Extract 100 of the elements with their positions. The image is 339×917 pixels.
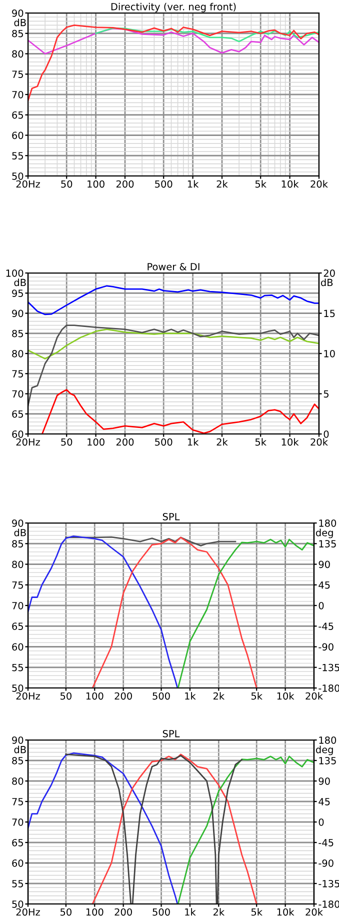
x-tick-label: 50 [61,438,72,446]
y-tick-label: 90 [12,736,24,744]
y-tick-label: 70 [12,90,24,98]
y-tick-label: 70 [12,818,24,826]
y-tick-label: 85 [12,330,23,338]
y-tick-label: 80 [12,777,24,785]
x-tick-label: 200 [114,692,132,700]
y-tick-label: 85 [12,756,23,764]
x-tick-label: 200 [116,180,134,188]
x-tick-label: 50 [61,180,72,188]
y2-tick-label: 0 [318,602,324,610]
x-tick-label: 10k [282,438,299,446]
x-tick-label: 20Hz [16,438,40,446]
y-tick-label: 70 [12,602,24,610]
y-tick-label: 65 [12,111,23,119]
y-tick-label: 85 [12,540,23,548]
chart-title: Directivity (ver. neg front) [111,2,236,12]
x-tick-label: 100 [86,692,104,700]
y2-tick-label: 180 [319,736,336,744]
x-tick-label: 20Hz [16,692,40,700]
y-tick-label: 50 [12,684,24,692]
x-tick-label: 500 [152,908,170,916]
y-tick-label: 60 [12,643,24,651]
y2-tick-label: -45 [318,622,334,630]
y-tick-label: 60 [12,430,24,438]
y2-tick-label: 90 [318,560,330,568]
y-tick-label: 55 [12,664,23,672]
x-tick-label: 20k [310,438,328,446]
y-tick-label: 80 [12,350,24,358]
y-tick-label: 55 [12,152,23,160]
chart-title: SPL [162,513,180,520]
y-tick-label: 65 [12,622,23,630]
x-tick-label: 10k [277,692,294,700]
y2-tick-label: 135 [319,540,336,548]
y2-tick-label: 15 [324,310,335,318]
x-tick-label: 2k [216,180,228,188]
y-tick-label: 80 [12,560,24,568]
y-tick-label: 50 [12,172,24,180]
x-tick-label: 100 [88,180,104,188]
x-tick-label: 2k [213,692,225,700]
y-tick-label: 65 [12,838,23,846]
x-tick-label: 10k [277,908,294,916]
y-tick-label: 100 [6,269,24,277]
x-tick-label: 50 [60,908,72,916]
y2-tick-label: -45 [318,839,334,846]
x-tick-label: 500 [155,180,172,188]
y2-axis-title: dB [320,278,333,286]
y-tick-label: 55 [12,880,23,888]
x-tick-label: 10k [282,180,299,188]
y-tick-label: 65 [12,410,23,418]
x-tick-label: 5k [251,692,262,700]
y2-tick-label: -135 [318,664,339,672]
x-tick-label: 20k [306,692,323,700]
x-tick-label: 500 [152,692,170,700]
x-tick-label: 100 [88,438,104,446]
y-axis-title: dB [14,746,26,754]
y2-tick-label: -90 [318,643,334,651]
x-tick-label: 200 [114,908,132,916]
y-tick-label: 60 [12,132,24,140]
x-tick-label: 5k [255,438,266,446]
y2-tick-label: 45 [318,581,330,589]
y2-tick-label: 0 [318,818,324,826]
x-tick-label: 1k [185,908,196,916]
y-tick-label: 90 [12,519,24,527]
x-tick-label: 2k [213,908,225,916]
x-tick-label: 20Hz [16,908,40,916]
x-tick-label: 100 [86,908,104,916]
y-tick-label: 90 [12,310,24,318]
y2-tick-label: 180 [319,519,336,527]
y-tick-label: 90 [12,9,24,17]
y2-tick-label: 10 [324,350,335,358]
y-tick-label: 75 [12,581,23,589]
x-tick-label: 500 [155,438,172,446]
y-tick-label: 95 [12,290,23,297]
y2-tick-label: 20 [324,269,335,277]
y2-tick-label: -90 [318,859,334,867]
y-tick-label: 80 [12,50,24,58]
x-tick-label: 5k [255,180,266,188]
y2-axis-title: deg [316,746,333,756]
y-tick-label: 50 [12,900,24,908]
y-axis-title: dB [14,278,26,286]
chart-title: Power & DI [148,263,200,270]
x-tick-label: 5k [251,908,262,916]
y2-tick-label: -135 [318,880,339,888]
y2-tick-label: 5 [324,390,329,398]
x-tick-label: 1k [188,438,199,446]
x-tick-label: 20k [306,908,323,916]
x-tick-label: 1k [188,180,199,188]
y-tick-label: 75 [12,70,23,78]
y-axis-title: dB [14,18,26,26]
x-tick-label: 20Hz [16,180,40,188]
chart-title: SPL [162,730,180,738]
x-tick-label: 200 [116,438,134,446]
y2-tick-label: 45 [318,798,330,806]
y2-tick-label: 90 [318,777,330,785]
y-tick-label: 75 [12,798,23,806]
x-tick-label: 1k [185,692,196,700]
x-tick-label: 2k [216,438,228,446]
y2-axis-title: deg [316,528,333,538]
y-axis-title: dB [14,528,26,536]
